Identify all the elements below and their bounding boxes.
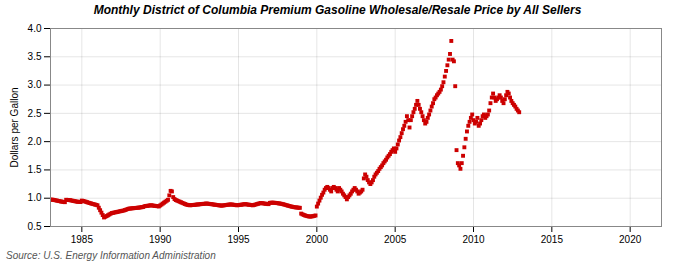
svg-text:1990: 1990 [149, 234, 172, 245]
svg-text:3.0: 3.0 [28, 79, 42, 90]
svg-text:2005: 2005 [384, 234, 407, 245]
svg-text:1985: 1985 [71, 234, 94, 245]
html-text:Source: U.S. Energy Informatio: Source: U.S. Energy Information Administ… [6, 250, 216, 261]
svg-text:2015: 2015 [541, 234, 564, 245]
svg-text:2.0: 2.0 [28, 136, 42, 147]
svg-text:3.5: 3.5 [28, 51, 42, 62]
svg-text:Dollars per Gallon: Dollars per Gallon [9, 87, 20, 167]
svg-text:2020: 2020 [619, 234, 642, 245]
svg-text:2010: 2010 [462, 234, 485, 245]
svg-text:1995: 1995 [227, 234, 250, 245]
svg-text:2000: 2000 [306, 234, 329, 245]
svg-text:0.5: 0.5 [28, 221, 42, 232]
svg-text:1.0: 1.0 [28, 192, 42, 203]
svg-text:4.0: 4.0 [28, 23, 42, 34]
svg-text:2.5: 2.5 [28, 108, 42, 119]
html-text:Monthly District of Columbia P: Monthly District of Columbia Premium Gas… [93, 3, 582, 17]
svg-text:1.5: 1.5 [28, 164, 42, 175]
